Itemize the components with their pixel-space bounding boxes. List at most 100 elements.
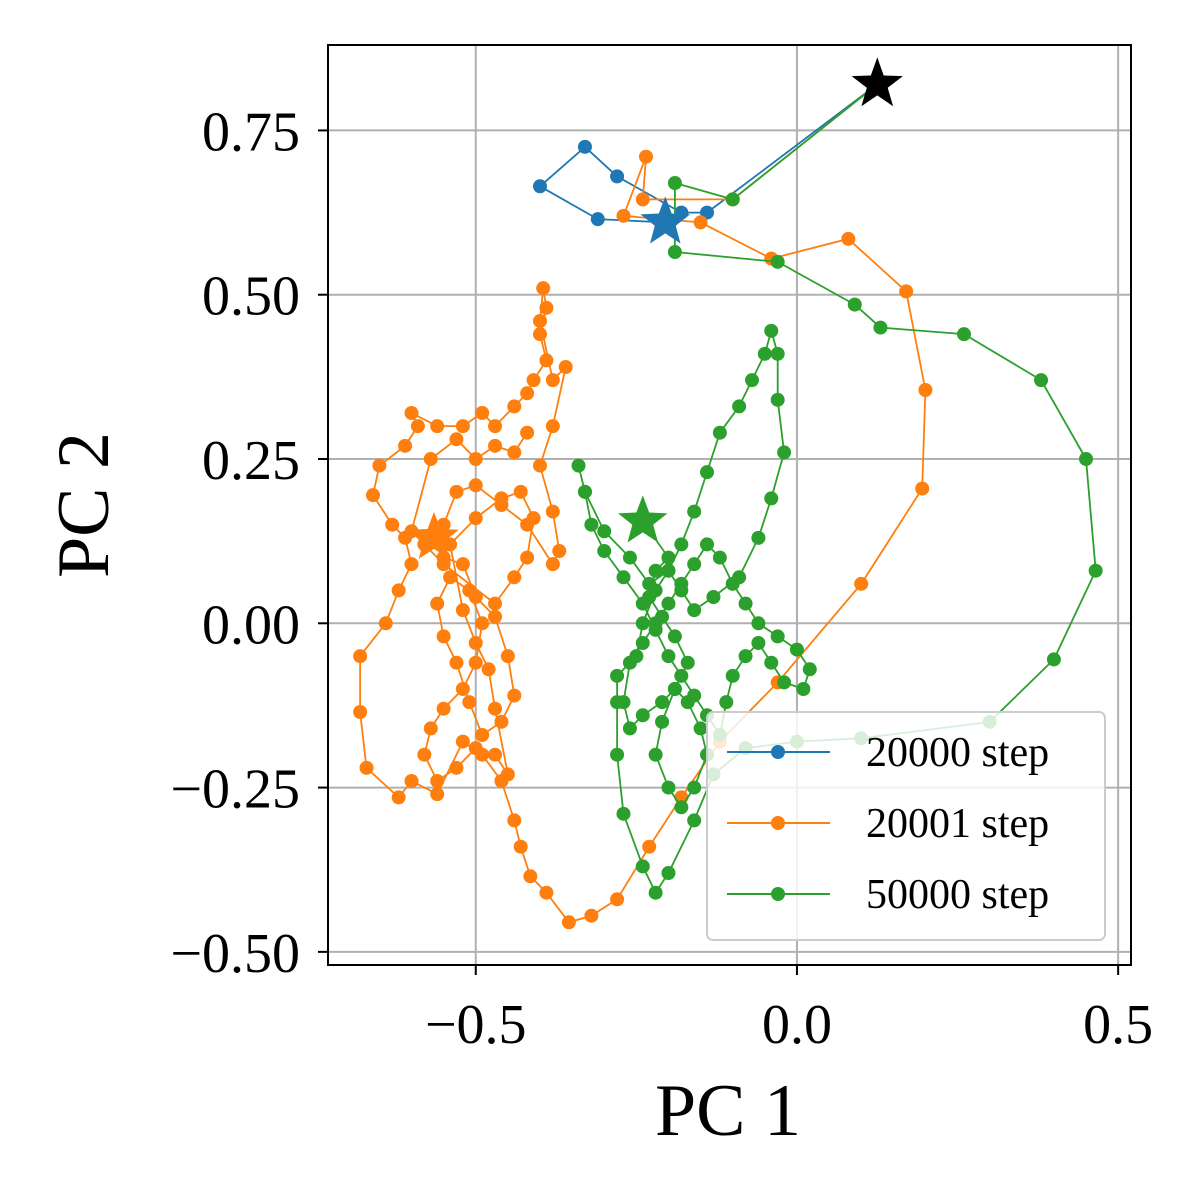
series-20001-step (353, 77, 933, 930)
data-point (372, 458, 387, 473)
data-point (391, 790, 406, 805)
data-point (577, 139, 592, 154)
series-layer (353, 57, 1103, 930)
data-point (449, 432, 464, 447)
data-point (539, 353, 554, 368)
data-point (661, 596, 676, 611)
data-point (802, 662, 817, 677)
data-point (488, 747, 503, 762)
data-point (700, 537, 715, 552)
data-point (523, 869, 538, 884)
data-point (500, 649, 515, 664)
data-point (693, 721, 708, 736)
data-point (738, 649, 753, 664)
data-point (956, 327, 971, 342)
data-point (468, 741, 483, 756)
data-point (635, 859, 650, 874)
data-point (700, 465, 715, 480)
legend-box (706, 711, 1106, 941)
data-point (642, 576, 657, 591)
data-point (404, 774, 419, 788)
end-star-marker (618, 495, 668, 543)
data-point (1034, 373, 1049, 388)
data-point (777, 445, 792, 460)
data-point (532, 458, 547, 473)
data-point (532, 314, 547, 328)
data-point (468, 478, 483, 493)
data-point (468, 636, 483, 650)
data-point (770, 254, 785, 269)
data-point (577, 484, 592, 499)
data-point (616, 695, 631, 710)
data-point (751, 530, 766, 545)
data-point (455, 419, 470, 434)
data-point (687, 557, 702, 572)
data-point (693, 215, 708, 230)
data-point (661, 866, 676, 880)
data-point (622, 655, 637, 670)
data-point (532, 179, 547, 194)
y-axis-label: PC 2 (43, 432, 125, 578)
data-point (378, 616, 393, 631)
data-point (738, 596, 753, 611)
y-axis-ticks: −0.50 −0.25 0.00 0.25 0.50 0.75 (170, 101, 328, 985)
data-point (635, 616, 650, 631)
data-point (488, 419, 503, 434)
data-point (661, 563, 676, 578)
data-point (462, 695, 477, 710)
data-point (751, 636, 766, 650)
data-point (1079, 452, 1094, 466)
x-tick-label: −0.5 (425, 994, 527, 1056)
end-star-marker (640, 196, 690, 244)
start-star-marker (851, 57, 903, 107)
data-point (789, 642, 804, 657)
data-point (545, 557, 560, 572)
data-point (539, 885, 554, 900)
data-point (1088, 563, 1103, 578)
data-point (507, 399, 522, 414)
legend-label: 20001 step (866, 801, 1049, 847)
data-point (404, 406, 419, 420)
data-point (558, 360, 573, 374)
data-point (536, 281, 551, 296)
data-point (635, 192, 650, 207)
data-point (744, 373, 759, 388)
data-point (488, 596, 503, 611)
data-point (667, 176, 682, 190)
data-point (436, 629, 451, 644)
data-point (545, 504, 560, 519)
data-point (667, 245, 682, 259)
legend-label: 20000 step (866, 730, 1049, 776)
data-point (674, 576, 689, 591)
data-point (391, 583, 406, 598)
data-point (706, 590, 721, 604)
data-point (841, 231, 856, 246)
y-tick-label: 0.75 (202, 101, 300, 163)
data-point (610, 892, 625, 907)
data-point (398, 438, 413, 453)
data-point (661, 649, 676, 664)
data-point (455, 734, 470, 749)
data-point (513, 484, 528, 499)
data-point (520, 425, 535, 440)
data-point (488, 609, 503, 624)
data-point (667, 629, 682, 644)
data-point (507, 813, 522, 828)
data-point (725, 192, 740, 207)
data-point (712, 425, 727, 440)
data-point (655, 714, 670, 729)
data-point (481, 662, 496, 677)
x-axis-ticks: −0.5 0.0 0.5 (425, 965, 1153, 1056)
data-point (638, 149, 653, 164)
y-tick-label: −0.25 (170, 759, 300, 821)
data-point (655, 695, 670, 710)
data-point (513, 839, 528, 854)
data-point (635, 708, 650, 723)
x-axis-label: PC 1 (655, 1070, 801, 1152)
data-point (597, 524, 612, 539)
data-point (526, 373, 541, 388)
data-point (430, 596, 445, 611)
data-point (455, 682, 470, 696)
data-point (449, 655, 464, 670)
